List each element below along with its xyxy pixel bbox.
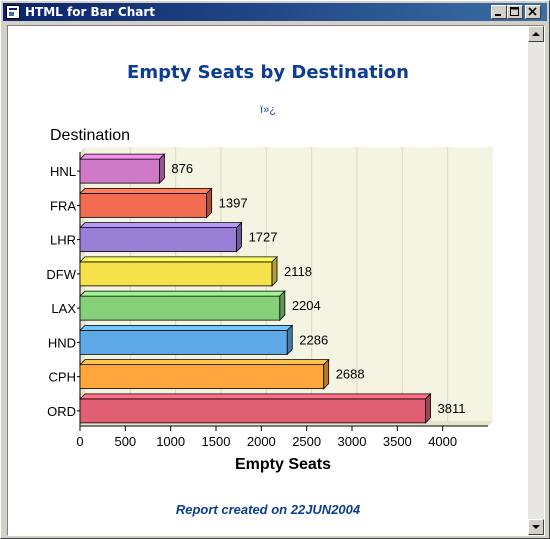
category-label: DFW [46, 267, 76, 282]
minimize-button[interactable] [491, 5, 507, 19]
x-tick-label: 1500 [202, 434, 231, 449]
x-tick-label: 1000 [156, 434, 185, 449]
bar-side-face [425, 392, 431, 424]
bar-side-face [159, 153, 165, 185]
maximize-icon [510, 7, 519, 16]
app-icon [6, 5, 20, 19]
bar-top-face [79, 153, 166, 160]
data-label: 2118 [284, 264, 312, 279]
x-tick-label: 2000 [247, 434, 276, 449]
bar-top-face [79, 290, 286, 297]
data-label: 876 [171, 161, 193, 176]
data-label: 2204 [292, 298, 321, 313]
bar [79, 364, 325, 390]
bar-side-face [206, 187, 213, 219]
data-label: 2286 [299, 332, 328, 347]
scroll-up-button[interactable] [528, 26, 544, 42]
vertical-scrollbar[interactable] [528, 26, 544, 535]
category-label: CPH [49, 370, 76, 385]
bar-side-face [279, 290, 286, 322]
close-icon [528, 7, 537, 16]
encoding-artifact-text: ï»¿ [260, 104, 276, 116]
bar-side-face [271, 255, 278, 287]
minimize-icon [495, 14, 501, 16]
window-title: HTML for Bar Chart [25, 5, 155, 19]
bar-top-face [79, 256, 278, 263]
x-tick-label: 0 [76, 434, 83, 449]
category-label: LAX [51, 301, 76, 316]
bar [79, 158, 160, 184]
x-tick-label: 4000 [428, 434, 457, 449]
x-tick-label: 500 [114, 434, 136, 449]
bar-side-face [323, 358, 330, 390]
scroll-down-button[interactable] [528, 519, 544, 535]
data-label: 3811 [438, 401, 466, 416]
bar-chart: 0 500 1000 1500 2000 2500 3000 3500 4000 HNL 876 FR… [46, 127, 493, 473]
bar [79, 398, 426, 424]
category-label: HND [48, 335, 76, 350]
category-label: ORD [47, 404, 76, 419]
bar [79, 295, 281, 321]
data-label: 1727 [249, 230, 278, 245]
bar [79, 261, 273, 287]
category-label: HNL [50, 164, 76, 179]
bar [79, 227, 237, 253]
x-tick-label: 2500 [292, 434, 321, 449]
close-button[interactable] [525, 5, 541, 19]
page-title: Empty Seats by Destination [127, 62, 409, 83]
x-tick-label: 3500 [383, 434, 412, 449]
bar-top-face [79, 393, 432, 400]
scroll-down-arrow-icon [532, 525, 540, 529]
data-label: 2688 [336, 367, 365, 382]
data-label: 1397 [219, 195, 248, 210]
bar [79, 329, 288, 355]
bar-top-face [79, 324, 294, 331]
bar-side-face [286, 324, 293, 356]
title-bar[interactable]: HTML for Bar Chart [3, 3, 547, 21]
report-viewport[interactable]: Empty Seats by Destination ï»¿ 0 500 1000 1… [7, 25, 545, 536]
x-axis-label: Empty Seats [235, 456, 331, 473]
y-axis-label: Destination [50, 127, 130, 144]
category-label: LHR [50, 233, 76, 248]
report-footnote: Report created on 22JUN2004 [175, 502, 361, 517]
scroll-up-arrow-icon [532, 32, 540, 36]
x-tick-label: 3000 [338, 434, 367, 449]
bar-top-face [79, 359, 330, 366]
bar [79, 192, 208, 218]
bar-side-face [236, 221, 242, 253]
maximize-button[interactable] [507, 5, 523, 19]
bar-top-face [79, 187, 213, 194]
category-label: FRA [50, 198, 76, 213]
bar-top-face [79, 222, 243, 229]
